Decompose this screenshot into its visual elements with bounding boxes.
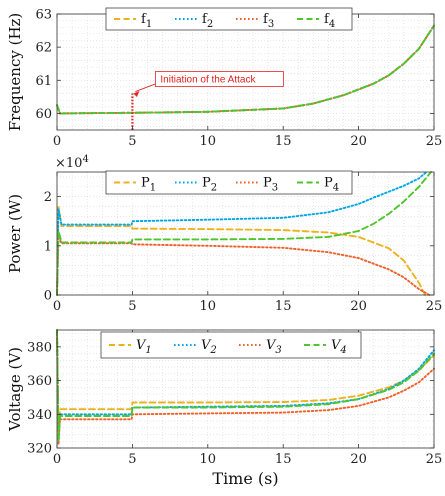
x-tick-label: 10: [200, 299, 217, 314]
legend-label-name: f: [202, 12, 208, 27]
legend-box: [105, 7, 353, 31]
series-line-f3: [56, 24, 435, 115]
legend-label-name: f: [141, 12, 147, 27]
legend-label-name: f: [324, 12, 330, 27]
annotation-box: [154, 71, 284, 87]
x-tick-label: 15: [275, 134, 292, 149]
legend-label-name: V: [201, 338, 212, 353]
y-tick-label: 63: [35, 8, 52, 23]
series-line-P4: [56, 171, 432, 296]
y-tick-label: 340: [27, 408, 52, 423]
legend-label-name: f: [263, 12, 269, 27]
legend-label-V3: V3: [266, 338, 282, 356]
x-tick-label: 5: [128, 134, 136, 149]
y-multiplier: ×104: [55, 154, 89, 171]
x-tick-label: 20: [350, 299, 367, 314]
legend-label-f3: f3: [263, 12, 274, 30]
series-line-P2: [56, 171, 428, 296]
y-multiplier-exponent: 4: [82, 154, 88, 165]
legend-label-V1: V1: [136, 338, 152, 356]
legend-label-P4: P4: [324, 176, 339, 194]
legend-label-name: P: [141, 176, 150, 191]
legend-label-subscript: 2: [209, 345, 216, 356]
x-tick-label: 0: [53, 134, 61, 149]
y-tick-label: 2: [44, 190, 52, 205]
series-line-f4: [56, 24, 435, 115]
legend: V1 V2 V3 V4: [100, 331, 362, 359]
x-tick-label: 20: [350, 134, 367, 149]
y-tick-label: 380: [27, 340, 52, 355]
legend-label-name: V: [136, 338, 147, 353]
y-tick-label: 360: [27, 374, 52, 389]
legend-label-subscript: 1: [145, 345, 151, 356]
y-tick-label: 60: [35, 107, 52, 122]
y-tick-label: 1: [44, 239, 52, 254]
x-tick-label: 15: [275, 299, 292, 314]
x-tick-label: 25: [426, 134, 443, 149]
annotation-text: Initiation of the Attack: [160, 75, 256, 86]
axes-box: [56, 329, 435, 449]
legend: P1 P2 P3 P4: [105, 170, 353, 195]
legend-label-f1: f1: [141, 12, 152, 30]
legend-label-subscript: 2: [211, 183, 217, 194]
legend-label-V4: V4: [331, 338, 347, 356]
x-tick-label: 15: [275, 452, 292, 467]
legend-label-P3: P3: [263, 176, 278, 194]
legend-label-subscript: 4: [329, 19, 335, 30]
legend-label-name: V: [331, 338, 342, 353]
series-line-V4: [56, 329, 435, 442]
x-tick-label: 25: [426, 299, 443, 314]
legend-label-f4: f4: [324, 12, 335, 30]
x-tick-label: 5: [128, 452, 136, 467]
y-tick-label: 62: [35, 41, 52, 56]
x-tick-label: 0: [53, 299, 61, 314]
series-line-f2: [56, 24, 435, 115]
panel-1: Initiation of the Attack 0 5 10 15 20 25 60 61 62…: [6, 8, 442, 150]
series-line-f1: [56, 24, 435, 115]
x-tick-label: 20: [350, 452, 367, 467]
legend-label-subscript: 4: [333, 183, 339, 194]
legend-label-V2: V2: [201, 338, 217, 356]
x-tick-label: 5: [128, 299, 136, 314]
legend-box: [105, 170, 353, 195]
x-tick-label: 25: [426, 452, 443, 467]
legend-label-name: P: [324, 176, 333, 191]
legend-label-name: P: [263, 176, 272, 191]
x-axis-label: Time (s): [212, 469, 278, 488]
legend-label-name: P: [202, 176, 211, 191]
annotation-arrowhead: [133, 91, 140, 98]
legend-label-subscript: 1: [150, 183, 156, 194]
legend-label-subscript: 3: [275, 345, 281, 356]
y-tick-label: 61: [35, 74, 52, 89]
x-tick-label: 10: [200, 452, 217, 467]
annotation-arrow: [135, 83, 157, 93]
x-tick-label: 10: [200, 134, 217, 149]
legend-label-subscript: 3: [268, 19, 274, 30]
legend: f1 f2 f3 f4: [105, 7, 353, 31]
x-tick-label: 0: [53, 452, 61, 467]
y-axis-label: Frequency (Hz): [6, 13, 24, 132]
legend-label-name: V: [266, 338, 277, 353]
legend-label-P1: P1: [141, 176, 156, 194]
y-tick-label: 320: [27, 442, 52, 457]
y-axis-label: Voltage (V): [6, 347, 24, 432]
legend-label-f2: f2: [202, 12, 213, 30]
y-axis-label: Power (W): [6, 194, 24, 273]
legend-label-subscript: 2: [207, 19, 213, 30]
legend-label-subscript: 1: [146, 19, 152, 30]
legend-label-P2: P2: [202, 176, 217, 194]
y-tick-label: 0: [44, 289, 52, 304]
series-line-P1: [56, 206, 426, 296]
legend-label-subscript: 3: [272, 183, 278, 194]
legend-label-subscript: 4: [339, 345, 346, 356]
